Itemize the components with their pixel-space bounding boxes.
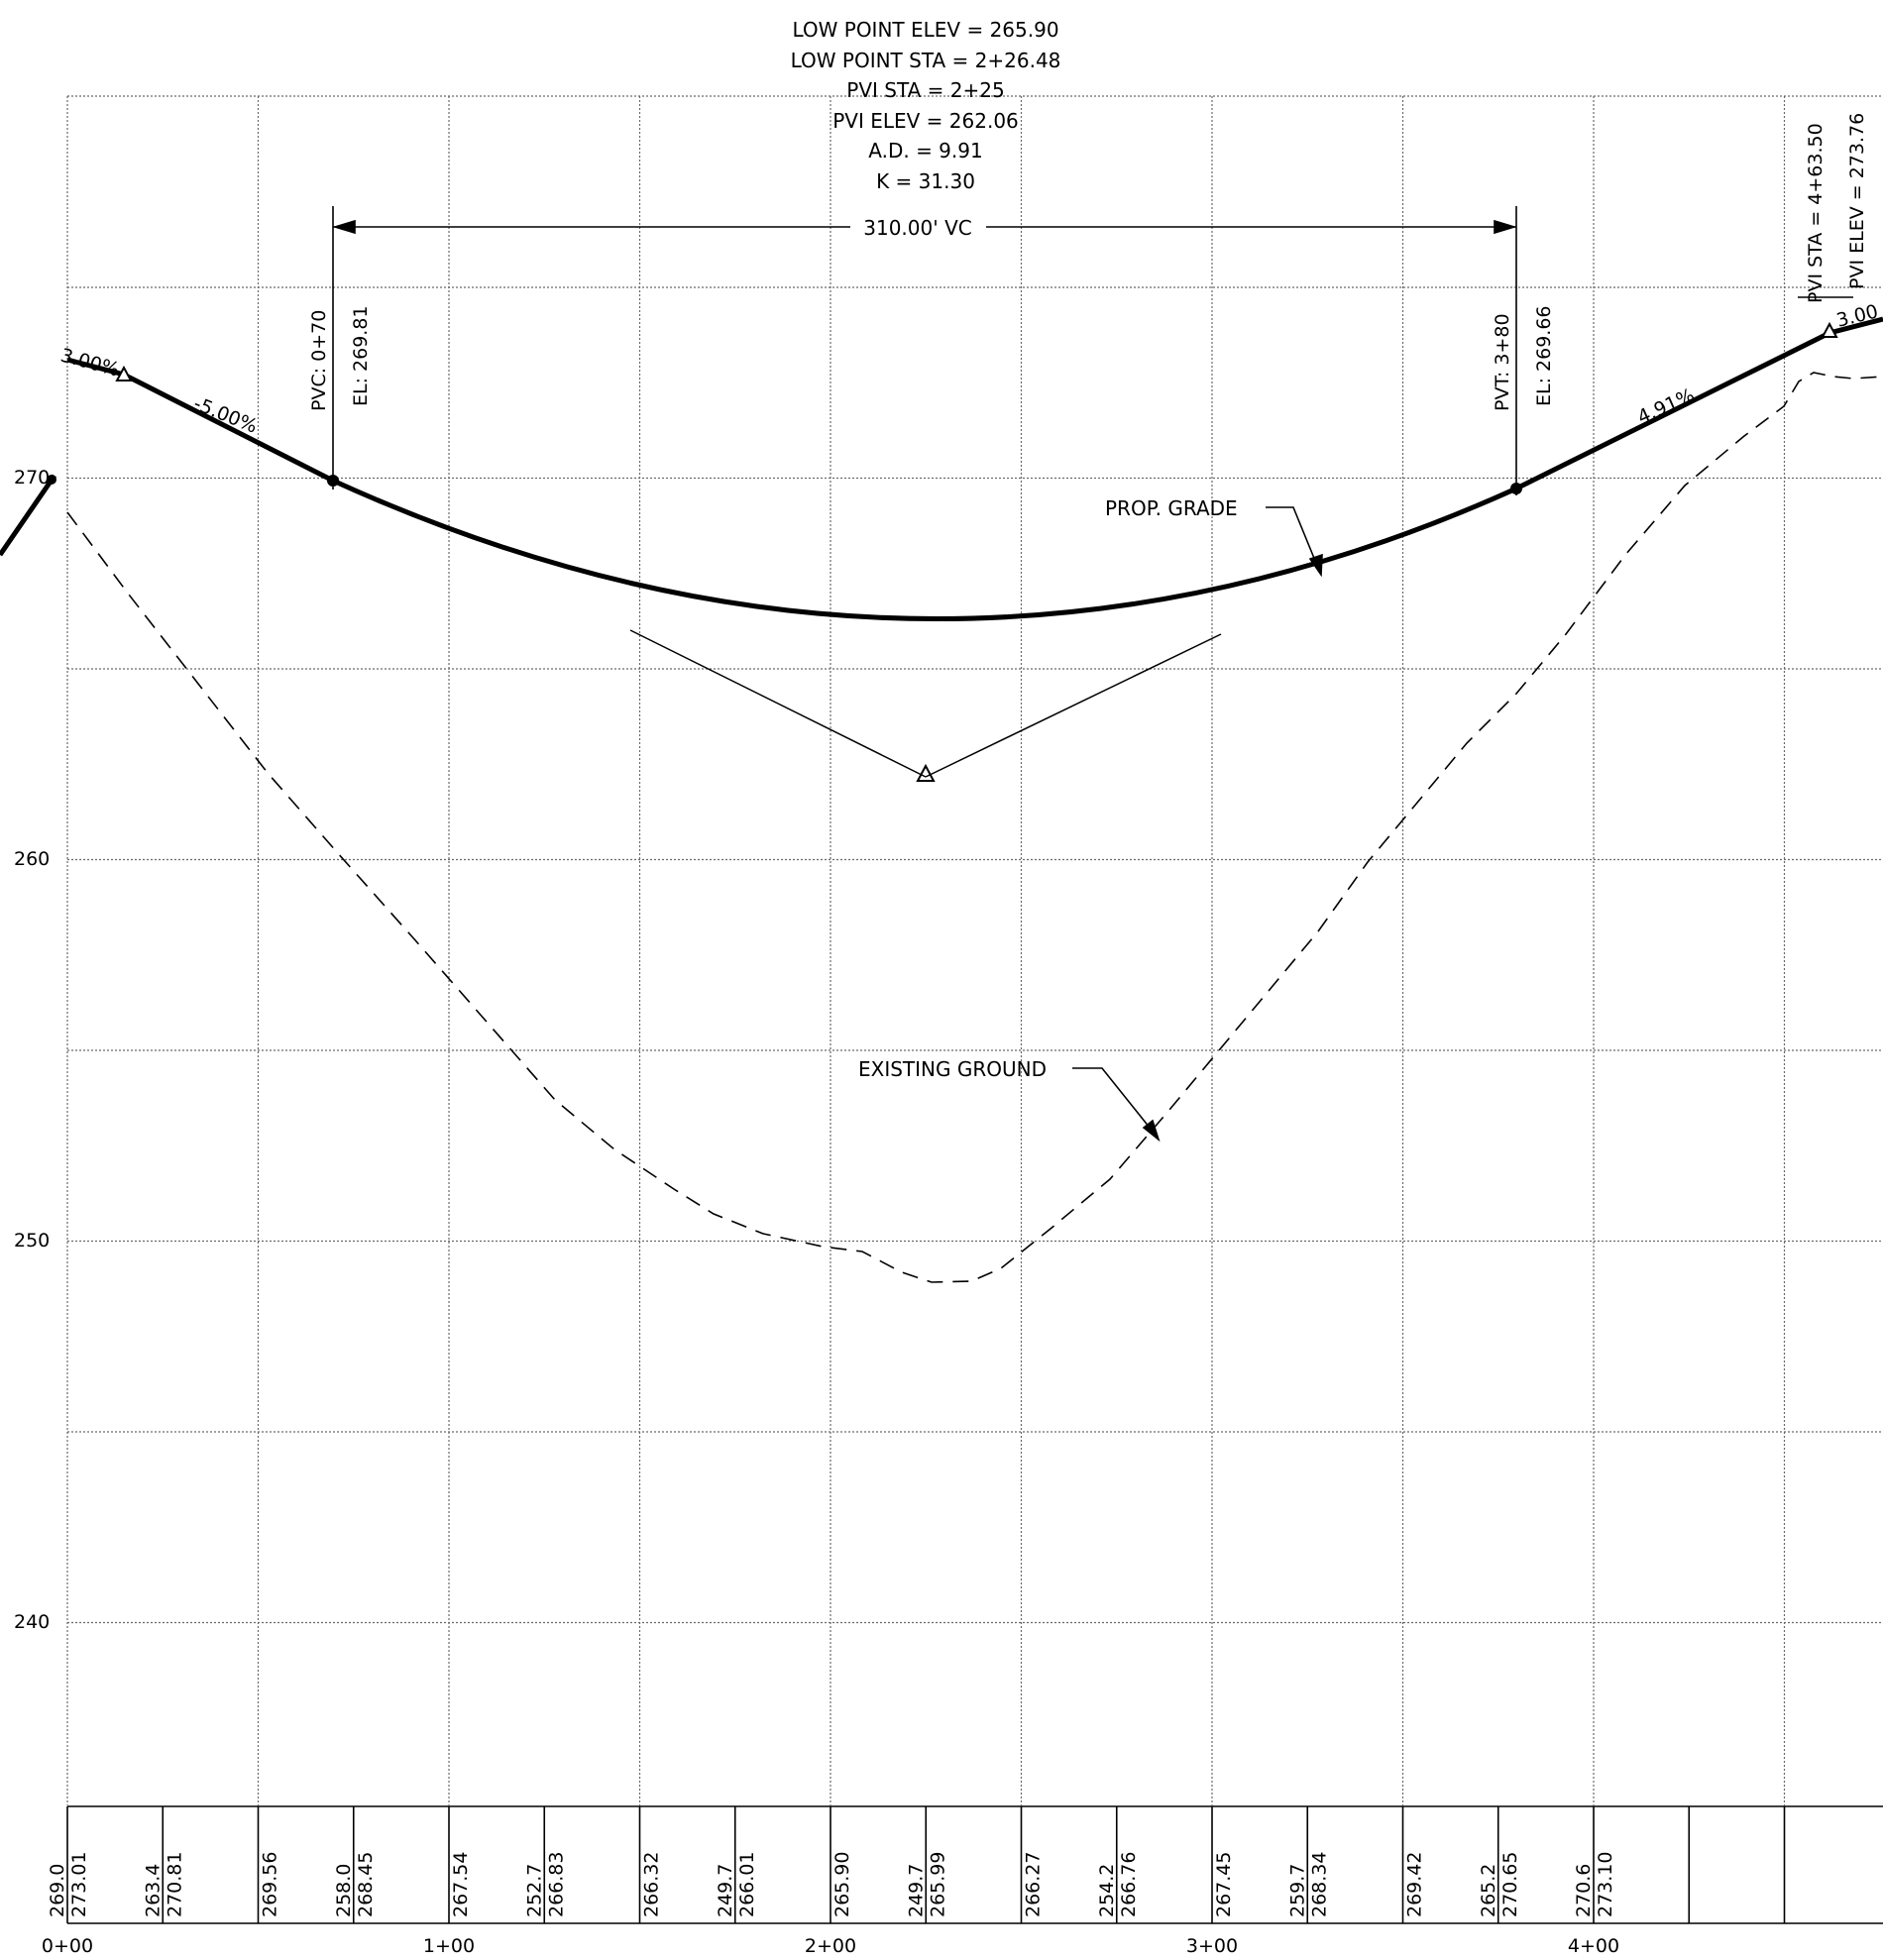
- existing-ground-arrowhead: [1142, 1119, 1161, 1143]
- grade-break-triangle-left: [115, 365, 133, 381]
- existing-elevation-value: 249.7: [715, 1864, 736, 1917]
- proposed-elevation-value: 266.01: [736, 1852, 758, 1917]
- proposed-elevation-value: 270.65: [1499, 1852, 1521, 1917]
- right-pvi-elev-label: PVI ELEV = 273.76: [1846, 113, 1868, 289]
- proposed-elevation-value: 266.83: [545, 1852, 567, 1917]
- station-tick-label: 3+00: [1186, 1935, 1238, 1957]
- pvi-elev-label: PVI ELEV = 262.06: [832, 109, 1019, 133]
- proposed-elevation-value: 265.90: [831, 1852, 853, 1917]
- elevation-axis: 270 260 250 240: [14, 467, 50, 1633]
- existing-elevation-value: 270.6: [1573, 1864, 1595, 1917]
- existing-elevation-value: 249.7: [905, 1864, 927, 1917]
- vc-dimension: [332, 206, 1853, 495]
- pvi-sta-label: PVI STA = 2+25: [846, 78, 1004, 102]
- pvt-elevation-label: EL: 269.66: [1533, 305, 1555, 406]
- pvt-station-label: PVT: 3+80: [1492, 313, 1513, 411]
- elevation-table-frame: [66, 1805, 1883, 1924]
- elevation-table: 269.0 273.01 263.4 270.81 269.56 258.0 268.45 2…: [47, 1852, 1616, 1917]
- proposed-elevation-value: 266.32: [641, 1852, 663, 1917]
- low-point-sta-label: LOW POINT STA = 2+26.48: [791, 49, 1061, 72]
- existing-elevation-value: 259.7: [1286, 1864, 1308, 1917]
- proposed-elevation-value: 266.76: [1118, 1852, 1140, 1917]
- station-axis: 0+00 1+00 2+00 3+00 4+00: [42, 1935, 1619, 1957]
- grade-label-minus-5-percent: -5.00%: [190, 392, 261, 438]
- station-tick-label: 1+00: [423, 1935, 475, 1957]
- existing-ground-line: [66, 372, 1883, 1283]
- station-tick-label: 2+00: [805, 1935, 856, 1957]
- proposed-elevation-value: 269.56: [260, 1852, 281, 1917]
- k-label: K = 31.30: [876, 169, 975, 193]
- vc-label-background: [854, 213, 983, 241]
- proposed-elevation-value: 267.54: [450, 1852, 472, 1917]
- proposed-elevation-value: 267.45: [1213, 1852, 1235, 1917]
- pvc-elevation-label: EL: 269.81: [350, 305, 372, 406]
- station-tick-label: 0+00: [42, 1935, 93, 1957]
- right-tangent-line: [925, 633, 1222, 778]
- ad-label: A.D. = 9.91: [868, 139, 982, 163]
- vc-arrow-right: [1494, 219, 1517, 235]
- vc-length-label: 310.00' VC: [863, 216, 971, 240]
- existing-elevation-value: 265.2: [1478, 1864, 1499, 1917]
- vc-arrow-left: [332, 219, 356, 235]
- existing-elevation-value: 263.4: [142, 1864, 164, 1917]
- existing-elevation-value: 258.0: [333, 1864, 355, 1917]
- pvi-tangent-lines: [629, 629, 1222, 782]
- proposed-elevation-value: 268.45: [355, 1852, 377, 1917]
- low-point-elev-label: LOW POINT ELEV = 265.90: [792, 18, 1058, 42]
- proposed-grade-line: [66, 316, 1883, 621]
- grade-break-triangle-right: [1821, 321, 1838, 338]
- left-tie-in-line: [0, 474, 57, 557]
- profile-grid: [66, 95, 1883, 1805]
- proposed-elevation-value: 273.10: [1595, 1852, 1616, 1917]
- pvc-station-label: PVC: 0+70: [308, 310, 330, 411]
- proposed-elevation-value: 269.42: [1404, 1852, 1426, 1917]
- proposed-elevation-value: 273.01: [68, 1852, 90, 1917]
- existing-elevation-value: 254.2: [1096, 1864, 1118, 1917]
- prop-grade-callout: PROP. GRADE: [1105, 496, 1238, 520]
- proposed-elevation-value: 270.81: [164, 1852, 185, 1917]
- existing-elevation-value: 269.0: [47, 1864, 68, 1917]
- proposed-elevation-value: 268.34: [1308, 1852, 1330, 1917]
- proposed-elevation-value: 266.27: [1023, 1852, 1045, 1917]
- elevation-tick-label: 240: [14, 1611, 50, 1633]
- station-tick-label: 4+00: [1568, 1935, 1619, 1957]
- existing-ground-leader: [1072, 1067, 1159, 1139]
- elevation-tick-label: 250: [14, 1230, 50, 1252]
- prop-grade-arrowhead: [1308, 553, 1323, 578]
- proposed-elevation-value: 265.99: [927, 1852, 948, 1917]
- left-tie-in-point: [47, 475, 56, 485]
- left-tangent-line: [629, 629, 927, 778]
- prop-grade-leader: [1266, 506, 1321, 574]
- elevation-tick-label: 270: [14, 467, 50, 489]
- grade-label-3-00: 3.00: [1834, 300, 1880, 332]
- pvi-triangle-marker: [916, 763, 936, 782]
- right-pvi-sta-label: PVI STA = 4+63.50: [1805, 123, 1827, 303]
- curve-info-block: LOW POINT ELEV = 265.90 LOW POINT STA = …: [791, 18, 1061, 193]
- elevation-tick-label: 260: [14, 848, 50, 870]
- grade-label-4-91-percent: 4.91%: [1634, 384, 1698, 429]
- existing-elevation-value: 252.7: [523, 1864, 545, 1917]
- existing-ground-callout: EXISTING GROUND: [858, 1057, 1047, 1081]
- callout-leaders: [1072, 506, 1323, 1143]
